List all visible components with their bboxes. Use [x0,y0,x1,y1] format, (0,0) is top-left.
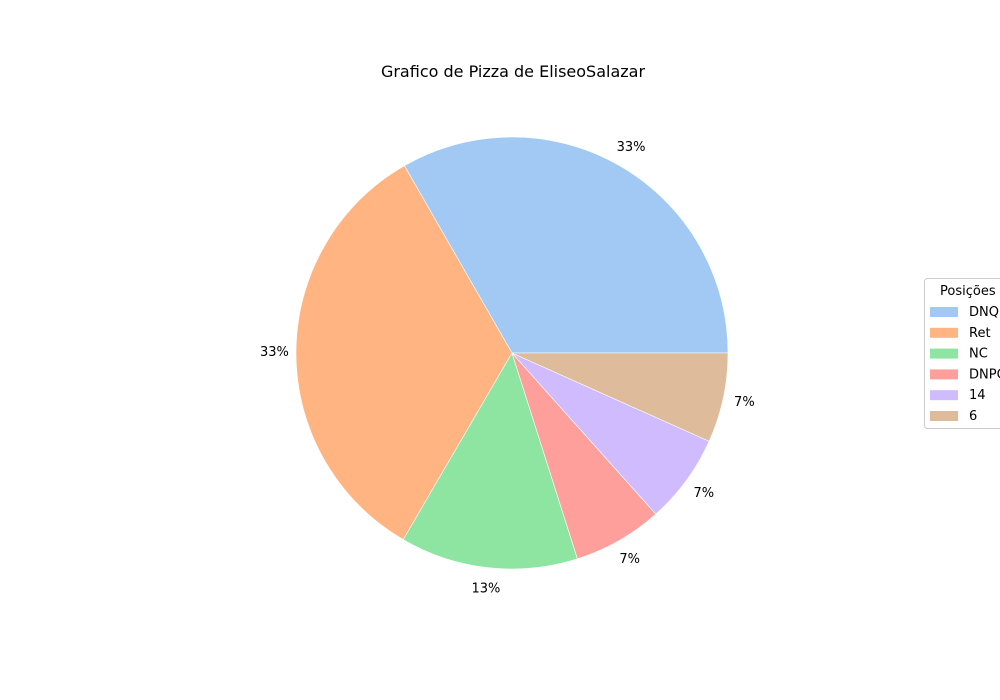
slice-label-6: 7% [734,395,755,410]
legend-swatch-dnq [930,307,958,317]
pie-slice-6 [511,352,729,442]
slice-label-dnpq: 7% [619,552,640,567]
legend-swatch-14 [930,390,958,401]
legend-label-ret: Ret [969,326,991,341]
legend-label-14: 14 [969,388,986,403]
legend-swatch-ret [930,327,958,338]
legend-title: Posições [940,284,996,299]
legend-label-6: 6 [969,409,977,424]
pie-slice-nc [402,352,578,570]
legend-label-dnq: DNQ [969,305,999,320]
legend-label-nc: NC [969,347,988,362]
pie-slice-ret [295,165,513,541]
chart-title: Grafico de Pizza de EliseoSalazar [381,62,646,81]
legend-swatch-6 [930,411,958,421]
legend-swatch-nc [930,348,958,359]
slice-label-dnq: 33% [617,140,646,155]
legend-items: DNQ Ret NC DNPQ 14 6 [930,305,1000,424]
legend-label-dnpq: DNPQ [969,367,1000,382]
legend-swatch-dnpq [930,369,958,380]
slice-label-ret: 33% [260,345,289,360]
slice-label-nc: 13% [471,582,500,597]
pie-slice-labels: 33% 33% 13% 7% 7% 7% [260,140,755,597]
pie-slice-dnq [403,136,729,354]
slice-label-14: 7% [693,486,714,501]
pie-slices [295,136,729,570]
legend: Posições DNQ Ret NC DNPQ 14 6 [924,278,1000,429]
